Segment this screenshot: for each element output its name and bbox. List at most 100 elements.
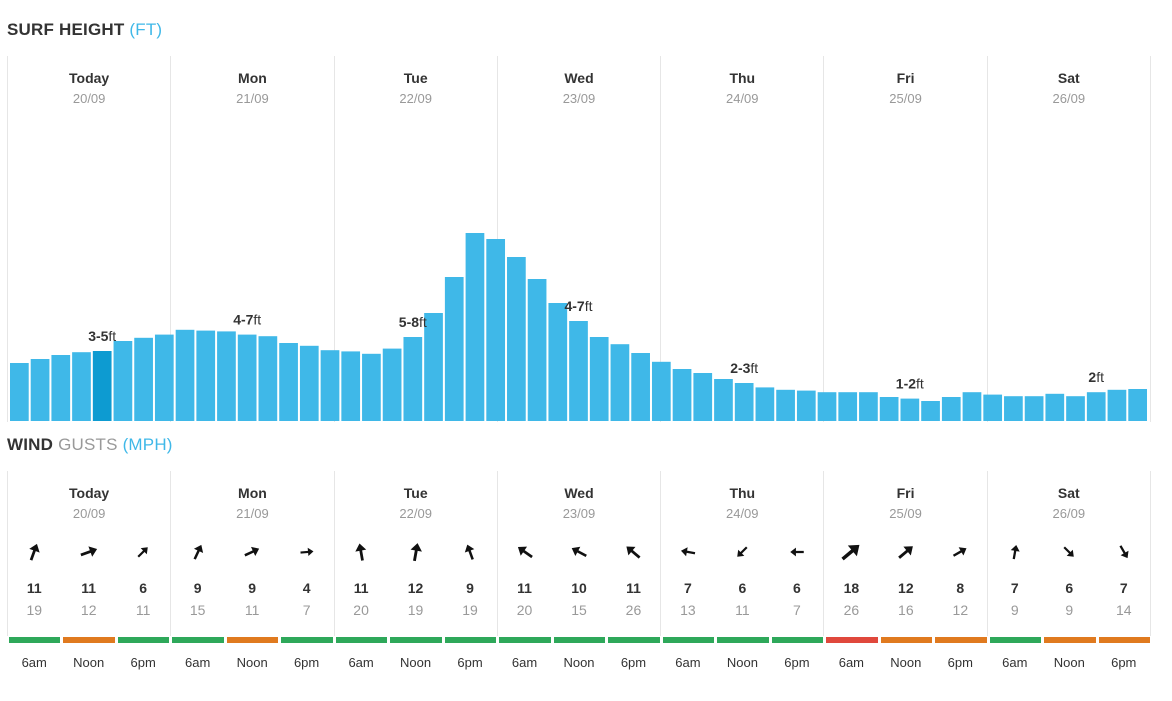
wind-direction-arrow-icon bbox=[389, 540, 443, 564]
wind-gust: 7 bbox=[302, 602, 311, 618]
day-name: Wed bbox=[564, 70, 594, 86]
surf-bar[interactable] bbox=[548, 303, 568, 421]
surf-bar[interactable] bbox=[362, 353, 381, 421]
wind-gust: 19 bbox=[407, 602, 424, 618]
surf-bar[interactable] bbox=[879, 397, 899, 421]
day-date: 22/09 bbox=[399, 506, 432, 521]
surf-bar[interactable] bbox=[1066, 396, 1085, 421]
surf-bar[interactable] bbox=[776, 389, 795, 421]
surf-bar[interactable] bbox=[672, 369, 692, 421]
surf-bar[interactable] bbox=[631, 353, 650, 421]
surf-bar[interactable] bbox=[92, 351, 112, 421]
surf-bar[interactable] bbox=[320, 350, 340, 421]
surf-bar[interactable] bbox=[237, 334, 257, 421]
day-column-fri: Fri 25/09 bbox=[823, 56, 986, 422]
day-name: Thu bbox=[729, 485, 756, 501]
wind-rating-bar bbox=[499, 637, 551, 643]
time-label: Noon bbox=[236, 655, 268, 670]
day-column-fri: Fri 25/09 bbox=[823, 471, 986, 636]
surf-bar[interactable] bbox=[196, 330, 216, 421]
surf-bar[interactable] bbox=[341, 351, 361, 421]
surf-bar[interactable] bbox=[279, 343, 298, 421]
wind-rating-bar bbox=[826, 637, 878, 643]
wind-direction-arrow-icon bbox=[1097, 540, 1151, 564]
surf-bar[interactable] bbox=[1107, 389, 1127, 421]
surf-title-unit: (FT) bbox=[129, 20, 163, 39]
surf-range-label: 2ft bbox=[1088, 369, 1104, 385]
time-label: Noon bbox=[1053, 655, 1085, 670]
wind-direction-arrow-icon bbox=[606, 540, 660, 564]
surf-bar[interactable] bbox=[714, 379, 733, 421]
surf-bar[interactable] bbox=[134, 337, 153, 421]
surf-bar[interactable] bbox=[72, 352, 91, 421]
surf-bar[interactable] bbox=[113, 341, 133, 421]
day-name: Thu bbox=[729, 70, 756, 86]
wind-gust: 13 bbox=[680, 602, 696, 618]
wind-direction-arrow-icon bbox=[498, 540, 552, 564]
surf-bar[interactable] bbox=[1045, 393, 1065, 421]
surf-bar[interactable] bbox=[10, 363, 29, 421]
time-label: Noon bbox=[890, 655, 922, 670]
wind-direction-arrow-icon bbox=[824, 540, 878, 564]
surf-bar[interactable] bbox=[651, 361, 671, 421]
surf-bar[interactable] bbox=[175, 329, 195, 421]
wind-title-unit: (MPH) bbox=[122, 435, 173, 454]
wind-gust: 19 bbox=[26, 602, 43, 618]
wind-gusts-title: WIND GUSTS (MPH) bbox=[7, 435, 173, 455]
surf-bar[interactable] bbox=[941, 397, 961, 421]
surf-bar[interactable] bbox=[796, 390, 816, 421]
surf-bar[interactable] bbox=[900, 398, 920, 421]
surf-bar[interactable] bbox=[424, 313, 443, 421]
surf-bar[interactable] bbox=[921, 401, 940, 421]
surf-bar[interactable] bbox=[30, 359, 50, 421]
surf-bar[interactable] bbox=[962, 392, 982, 421]
wind-direction-arrow-icon bbox=[443, 540, 497, 564]
surf-bar[interactable] bbox=[299, 345, 319, 421]
surf-bar[interactable] bbox=[610, 344, 630, 421]
time-label: 6pm bbox=[457, 655, 483, 670]
surf-bar[interactable] bbox=[444, 277, 464, 421]
day-column-sat: Sat 26/09 bbox=[986, 56, 1151, 422]
wind-rating-bar bbox=[989, 637, 1042, 643]
wind-rating-bar bbox=[117, 637, 170, 643]
surf-bar[interactable] bbox=[859, 392, 878, 421]
surf-bar[interactable] bbox=[1086, 392, 1106, 421]
surf-bar[interactable] bbox=[527, 279, 547, 421]
wind-gust: 26 bbox=[625, 602, 642, 618]
surf-bar[interactable] bbox=[258, 336, 278, 421]
surf-bar[interactable] bbox=[838, 392, 858, 421]
surf-bar[interactable] bbox=[51, 355, 71, 421]
surf-bar[interactable] bbox=[734, 383, 754, 421]
surf-bar[interactable] bbox=[486, 239, 506, 421]
day-date: 25/09 bbox=[889, 506, 922, 521]
surf-bar[interactable] bbox=[507, 257, 526, 421]
surf-range-label: 2-3ft bbox=[730, 360, 758, 376]
surf-bar[interactable] bbox=[569, 321, 588, 421]
surf-bar[interactable] bbox=[382, 348, 402, 421]
surf-bar[interactable] bbox=[1128, 389, 1147, 421]
surf-bar[interactable] bbox=[154, 334, 174, 421]
wind-speed: 9 bbox=[248, 580, 257, 596]
surf-bar[interactable] bbox=[217, 331, 236, 421]
wind-title-gusts: GUSTS bbox=[58, 435, 118, 454]
surf-bar[interactable] bbox=[693, 373, 713, 421]
day-column-tue: Tue 22/09 bbox=[333, 56, 497, 422]
wind-speed: 9 bbox=[466, 580, 474, 596]
surf-bar[interactable] bbox=[589, 337, 609, 421]
wind-direction-arrow-icon bbox=[879, 540, 933, 564]
surf-bar[interactable] bbox=[403, 337, 423, 421]
surf-bar[interactable] bbox=[983, 394, 1003, 421]
surf-bar[interactable] bbox=[755, 387, 775, 421]
wind-gust: 12 bbox=[80, 602, 97, 618]
wind-rating-bar bbox=[63, 637, 115, 643]
wind-rating-bar bbox=[9, 637, 61, 643]
surf-bar[interactable] bbox=[1004, 396, 1023, 421]
day-column-thu: Thu 24/09 bbox=[660, 471, 823, 636]
surf-bar[interactable] bbox=[817, 392, 837, 421]
time-label: 6am bbox=[675, 655, 701, 670]
surf-bar[interactable] bbox=[465, 233, 485, 421]
surf-bar[interactable] bbox=[1024, 396, 1044, 421]
time-label: Noon bbox=[73, 655, 105, 670]
day-date: 20/09 bbox=[72, 91, 106, 106]
wind-gust: 15 bbox=[189, 602, 206, 618]
